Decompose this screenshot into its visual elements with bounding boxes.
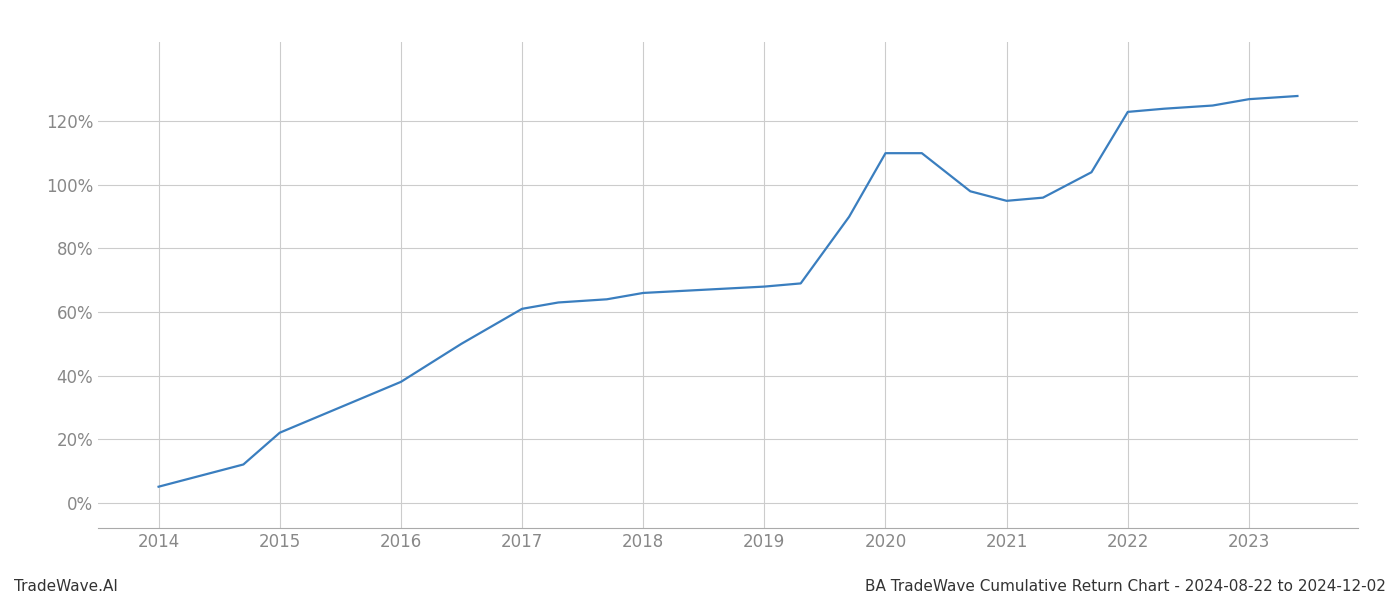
Text: TradeWave.AI: TradeWave.AI [14, 579, 118, 594]
Text: BA TradeWave Cumulative Return Chart - 2024-08-22 to 2024-12-02: BA TradeWave Cumulative Return Chart - 2… [865, 579, 1386, 594]
